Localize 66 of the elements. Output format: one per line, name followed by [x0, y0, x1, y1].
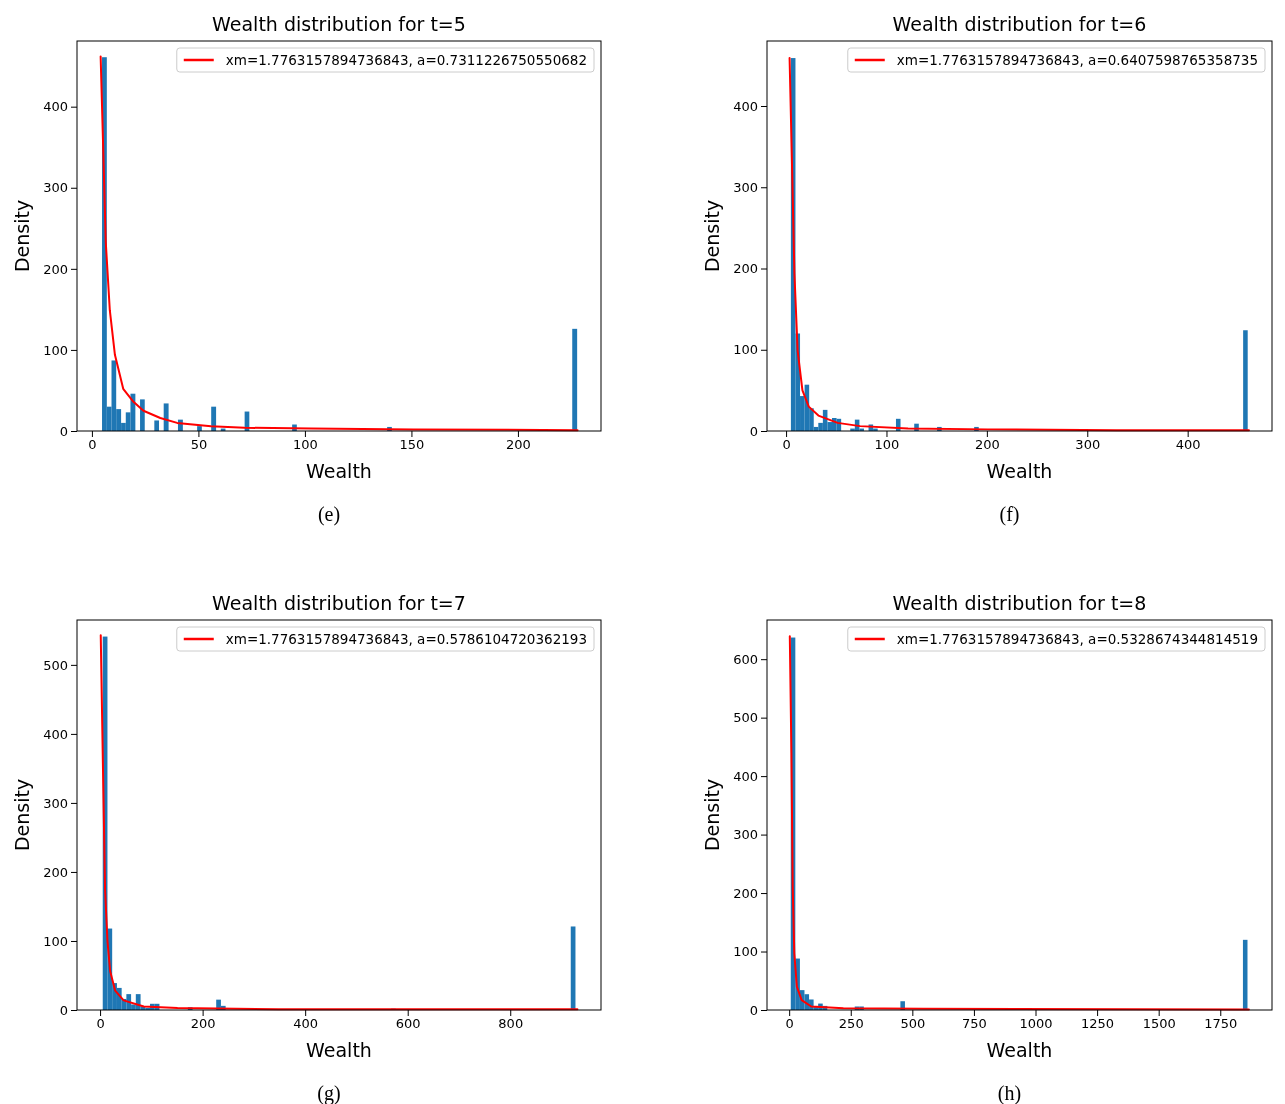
y-axis-title: Density: [11, 199, 33, 273]
x-tick-label: 400: [1175, 437, 1201, 453]
x-axis-title: Wealth: [306, 460, 372, 482]
x-axis-title: Wealth: [986, 1039, 1053, 1061]
y-tick-label: 100: [43, 342, 68, 358]
x-axis-title: Wealth: [986, 460, 1053, 482]
x-tick-label: 1250: [1081, 1016, 1115, 1032]
y-tick-label: 0: [749, 423, 758, 439]
x-tick-label: 0: [88, 437, 97, 453]
y-axis-title: Density: [701, 199, 723, 273]
x-tick-label: 250: [838, 1016, 864, 1032]
x-tick-label: 500: [900, 1016, 926, 1032]
y-tick-label: 400: [43, 99, 68, 115]
text: (f): [999, 503, 1020, 526]
legend-label: xm=1.7763157894736843, a=0.6407598765358735: [896, 52, 1258, 68]
x-tick-label: 150: [399, 437, 425, 453]
y-tick-label: 500: [43, 657, 68, 673]
y-tick-label: 300: [43, 180, 68, 196]
y-tick-label: 100: [733, 342, 758, 358]
y-tick-label: 100: [43, 933, 68, 949]
y-tick-label: 0: [59, 1002, 68, 1018]
x-tick-label: 0: [96, 1016, 105, 1032]
y-axis-title: Density: [701, 778, 723, 852]
y-tick-label: 0: [749, 1002, 758, 1018]
x-tick-label: 750: [962, 1016, 987, 1032]
x-axis-title: Wealth: [306, 1039, 372, 1061]
x-tick-label: 800: [498, 1016, 524, 1032]
text: (g): [317, 1082, 341, 1104]
y-tick-label: 400: [733, 768, 758, 784]
x-tick-label: 0: [785, 1016, 794, 1032]
legend-label: xm=1.7763157894736843, a=0.5786104720362193: [225, 631, 587, 647]
x-tick-label: 200: [506, 437, 531, 453]
chart-title: Wealth distribution for t=7: [212, 592, 466, 614]
y-tick-label: 300: [733, 179, 758, 195]
text: (e): [317, 503, 341, 526]
y-tick-label: 600: [733, 651, 758, 667]
x-tick-label: 200: [974, 437, 1000, 453]
y-tick-label: 400: [43, 726, 68, 742]
y-tick-label: 200: [43, 864, 68, 880]
y-tick-label: 200: [733, 261, 758, 277]
y-tick-label: 500: [733, 710, 758, 726]
y-axis-title: Density: [11, 778, 33, 852]
x-tick-label: 1500: [1142, 1016, 1176, 1032]
text: (h): [997, 1082, 1022, 1104]
x-tick-label: 50: [190, 437, 208, 453]
chart-title: Wealth distribution for t=5: [212, 13, 466, 35]
legend-label: xm=1.7763157894736843, a=0.7311226750550682: [225, 52, 587, 68]
x-tick-label: 600: [395, 1016, 421, 1032]
y-tick-label: 100: [733, 944, 758, 960]
legend-label: xm=1.7763157894736843, a=0.5328674344814519: [896, 631, 1258, 647]
chart-title: Wealth distribution for t=8: [892, 592, 1147, 614]
chart-title: Wealth distribution for t=6: [892, 13, 1147, 35]
y-tick-label: 200: [733, 885, 758, 901]
y-tick-label: 200: [43, 261, 68, 277]
x-tick-label: 0: [782, 437, 791, 453]
x-tick-label: 100: [874, 437, 900, 453]
y-tick-label: 400: [733, 98, 758, 114]
x-tick-label: 400: [293, 1016, 319, 1032]
y-tick-label: 0: [59, 423, 68, 439]
x-tick-label: 200: [190, 1016, 216, 1032]
y-tick-label: 300: [733, 827, 758, 843]
x-tick-label: 1750: [1204, 1016, 1238, 1032]
y-tick-label: 300: [43, 795, 68, 811]
x-tick-label: 300: [1075, 437, 1101, 453]
x-tick-label: 1000: [1019, 1016, 1053, 1032]
x-tick-label: 100: [293, 437, 318, 453]
